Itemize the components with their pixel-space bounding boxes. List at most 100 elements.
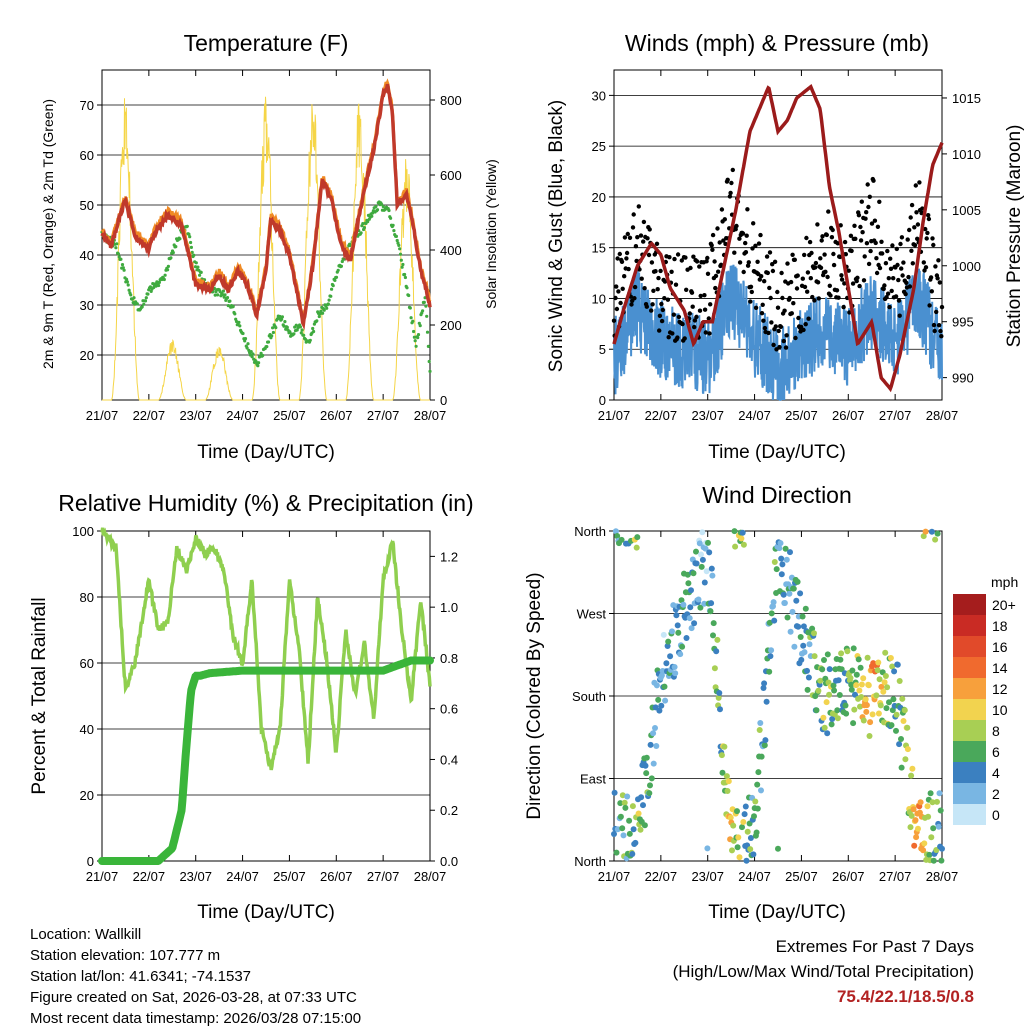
dewpoint-point [148, 285, 152, 289]
gust-point [864, 241, 870, 246]
direction-point [893, 711, 900, 718]
dewpoint-point [221, 289, 225, 293]
dewpoint-point [408, 306, 412, 310]
direction-point [790, 585, 797, 592]
direction-point [656, 707, 663, 714]
gust-point [764, 254, 770, 259]
gust-point [702, 293, 707, 298]
gust-point [762, 279, 767, 284]
gust-point [632, 296, 637, 301]
gust-point [762, 325, 768, 331]
direction-point [805, 674, 812, 681]
rain-ytick-right-label-5: 1.0 [440, 600, 458, 615]
direction-point [936, 790, 943, 797]
gust-point [779, 270, 784, 276]
gust-point [710, 247, 715, 252]
gust-point [860, 230, 865, 235]
direction-point [837, 656, 844, 663]
dewpoint-point [223, 293, 227, 297]
gust-point [888, 266, 894, 271]
direction-point [930, 857, 937, 864]
direction-point [630, 826, 637, 833]
dewpoint-point [231, 304, 235, 309]
gust-point [721, 238, 726, 243]
solar-ytick-right-label-0: 0 [440, 393, 447, 408]
direction-point [663, 660, 670, 667]
gust-point [828, 293, 833, 298]
gust-point [924, 236, 929, 241]
direction-point [704, 845, 711, 852]
gust-point [692, 318, 698, 323]
gust-point [883, 261, 889, 266]
direction-point [884, 684, 891, 691]
direction-point [691, 620, 698, 627]
gust-point [825, 274, 830, 280]
gust-point [939, 334, 944, 339]
dewpoint-point [398, 247, 402, 251]
direction-point [715, 694, 722, 701]
dewpoint-point [135, 302, 139, 306]
direction-point [693, 560, 700, 567]
direction-point [709, 572, 716, 579]
direction-point [699, 556, 706, 563]
gust-point [708, 302, 713, 307]
gust-point [649, 308, 654, 313]
gust-point [880, 251, 885, 256]
direction-ytick-label-4: North [574, 524, 606, 539]
direction-point [925, 813, 932, 820]
direction-point [824, 651, 831, 658]
gust-point [761, 318, 766, 323]
solar-ytick-right-label-1: 200 [440, 318, 462, 333]
gust-point [789, 311, 794, 316]
gust-point [615, 256, 620, 261]
gust-point [773, 324, 778, 329]
rain-ytick-right-label-6: 1.2 [440, 549, 458, 564]
gust-point [690, 304, 695, 309]
dewpoint-point [129, 293, 133, 297]
gust-point [810, 294, 815, 300]
dewpoint-point [391, 223, 395, 227]
dewpoint-point [299, 331, 303, 335]
gust-point [888, 256, 893, 261]
direction-point [787, 549, 793, 556]
direction-xtick-label-4: 25/07 [785, 869, 818, 884]
gust-point [900, 273, 905, 278]
dewpoint-point [329, 294, 333, 298]
direction-point [838, 650, 845, 657]
gust-point [682, 336, 687, 341]
gust-point [744, 233, 749, 238]
gust-point [823, 269, 828, 274]
gust-point [850, 281, 856, 286]
gust-point [938, 328, 943, 334]
gust-point [858, 224, 863, 230]
dewpoint-point [220, 292, 225, 297]
gust-point [831, 262, 837, 268]
direction-xtick-label-1: 22/07 [645, 869, 678, 884]
direction-point [834, 715, 841, 722]
gust-point [932, 328, 937, 334]
dewpoint-point [330, 287, 334, 291]
gust-point [771, 342, 776, 348]
direction-point [787, 628, 794, 635]
direction-ytick-label-3: West [577, 607, 607, 622]
direction-point [889, 663, 896, 670]
direction-point [848, 681, 855, 688]
direction-point [747, 835, 754, 841]
direction-point [687, 604, 694, 611]
solar-ylabel: Solar Insolation (Yellow) [483, 159, 499, 309]
gust-point [691, 254, 696, 259]
wind-xtick-label-4: 25/07 [785, 408, 818, 423]
direction-point [633, 544, 640, 551]
direction-point [853, 671, 860, 678]
gust-point [707, 331, 712, 336]
gust-point [858, 238, 864, 243]
gust-point [624, 250, 630, 256]
gust-point [830, 227, 835, 233]
direction-point [701, 600, 708, 607]
direction-point [829, 716, 836, 722]
direction-point [714, 636, 721, 643]
gust-point [723, 241, 728, 247]
direction-point [626, 817, 633, 824]
direction-point [647, 782, 653, 789]
wind-xtick-label-1: 22/07 [645, 408, 678, 423]
